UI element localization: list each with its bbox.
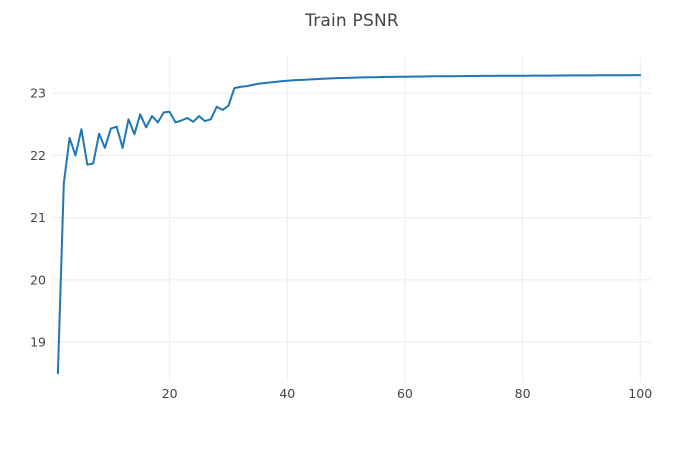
x-tick-label: 60 <box>397 386 413 401</box>
x-tick-label: 40 <box>279 386 295 401</box>
y-tick-label: 21 <box>30 210 46 225</box>
chart-title: Train PSNR <box>305 11 399 31</box>
x-tick-label: 100 <box>628 386 652 401</box>
y-tick-label: 22 <box>30 148 46 163</box>
series-line-train-psnr <box>56 74 642 375</box>
y-tick-label: 23 <box>30 86 46 101</box>
x-tick-label: 80 <box>515 386 531 401</box>
y-tick-label: 20 <box>30 272 46 287</box>
x-tick-label: 20 <box>162 386 178 401</box>
y-tick-label: 19 <box>30 335 46 350</box>
